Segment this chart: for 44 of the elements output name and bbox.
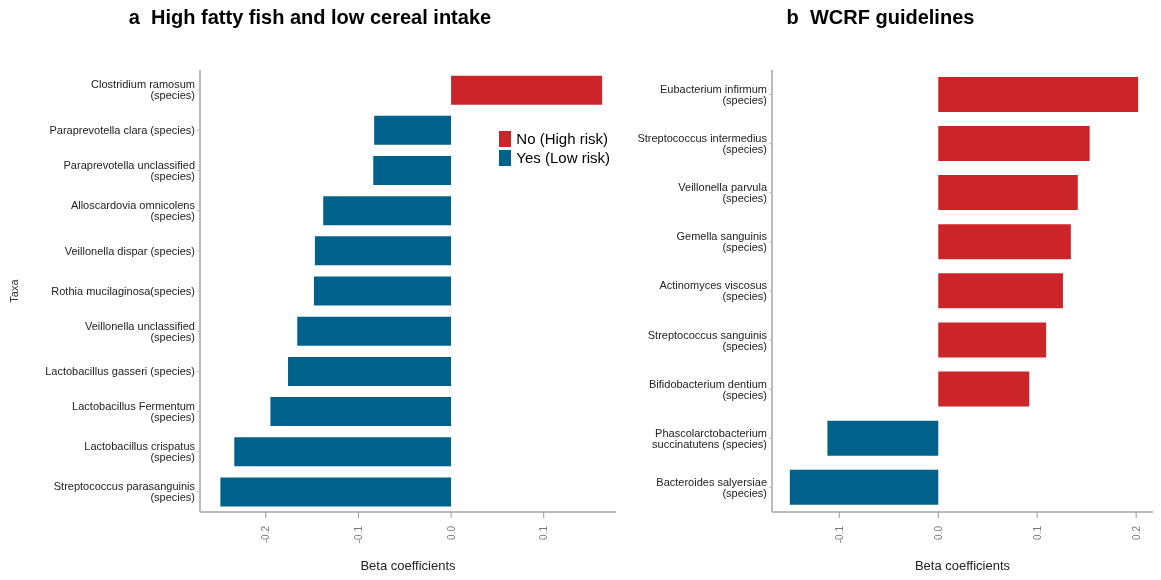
- x-tick-label: -0.2: [260, 525, 272, 544]
- legend-label: Yes (Low risk): [516, 149, 610, 166]
- bar: [938, 273, 1063, 309]
- bar: [789, 469, 939, 505]
- bar: [938, 224, 1071, 260]
- y-tick-label: Paraprevotella clara (species): [49, 124, 195, 137]
- y-axis-title: Taxa: [7, 278, 20, 303]
- y-tick-label: Clostridium ramosum (species): [91, 78, 195, 102]
- y-tick-label: Actinomyces viscosus (species): [659, 279, 768, 303]
- y-tick-label: Streptococcus parasanguinis (species): [53, 480, 196, 504]
- x-tick-label: 0.1: [1031, 525, 1043, 540]
- bar: [938, 322, 1047, 358]
- y-tick-label: Streptococcus intermedius (species): [637, 132, 768, 156]
- y-tick-label: Bifidobacterium dentium (species): [648, 377, 767, 401]
- y-tick-label: Veillonella parvula (species): [678, 181, 768, 205]
- x-axis-title: Beta coefficients: [914, 558, 1011, 573]
- x-tick-label: 0.1: [538, 525, 550, 540]
- x-tick-label: -0.1: [352, 525, 364, 544]
- x-tick-label: 0.0: [932, 525, 944, 540]
- y-tick-label: Lactobacillus crispatus (species): [84, 440, 196, 464]
- y-tick-label: Gemella sanguinis (species): [676, 230, 768, 254]
- y-tick-label: Streptococcus sanguinis (species): [647, 328, 768, 352]
- bar: [938, 175, 1078, 211]
- chart-title: b WCRF guidelines: [785, 6, 976, 29]
- chart-title: a High fatty fish and low cereal intake: [127, 6, 493, 29]
- y-tick-label: Paraprevotella unclassified (species): [63, 158, 195, 182]
- x-tick-label: -0.1: [833, 525, 845, 544]
- y-tick-label: Alloscardovia omnicolens (species): [70, 199, 196, 223]
- y-tick-label: Bacteroides salyersiae (species): [656, 475, 767, 499]
- y-tick-label: Lactobacillus gasseri (species): [45, 365, 195, 378]
- bar: [938, 371, 1030, 407]
- y-tick-label: Phascolarctobacterium succinatutens (species): [652, 426, 767, 450]
- y-tick-label: Veillonella dispar (species): [64, 244, 195, 257]
- y-tick-label: Eubacterium infirmum (species): [660, 82, 767, 106]
- x-axis-title: Beta coefficients: [360, 558, 457, 573]
- y-tick-label: Rothia mucilaginosa(species): [51, 284, 195, 297]
- y-tick-label: Veillonella unclassified (species): [84, 319, 195, 343]
- bar: [938, 76, 1139, 112]
- x-tick-label: 0.0: [445, 525, 457, 540]
- legend-label: No (High risk): [516, 130, 609, 147]
- bar: [938, 125, 1090, 161]
- y-tick-label: Lactobacillus Fermentum (species): [72, 399, 195, 423]
- x-tick-label: 0.2: [1130, 525, 1142, 540]
- bar: [827, 420, 939, 456]
